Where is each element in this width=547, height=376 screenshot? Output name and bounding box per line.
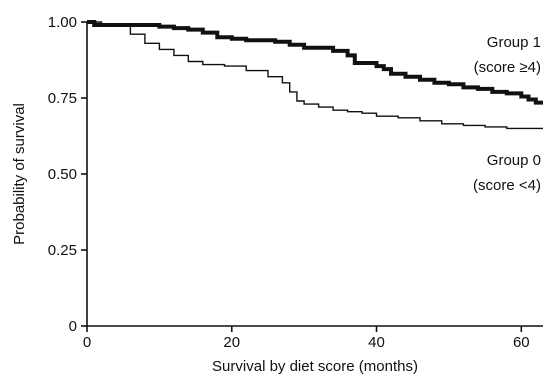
x-tick-label: 60 (513, 334, 530, 351)
label-group-0: Group 0 (score <4) (473, 152, 541, 194)
series-label-line: (score <4) (473, 177, 541, 194)
y-tick-label: 0.25 (48, 242, 77, 259)
y-tick-label: 0 (69, 318, 77, 335)
x-ticks: 0 20 40 60 (83, 326, 530, 351)
y-axis-title: Probability of survival (11, 103, 28, 245)
series-label-line: Group 0 (487, 152, 541, 169)
y-ticks: 0 0.25 0.50 0.75 1.00 (48, 14, 87, 335)
x-tick-label: 40 (368, 334, 385, 351)
x-axis-title: Survival by diet score (months) (212, 358, 418, 375)
series-label-line: Group 1 (487, 34, 541, 51)
y-tick-label: 1.00 (48, 14, 77, 31)
label-group-1: Group 1 (score ≥4) (474, 34, 541, 76)
x-tick-label: 20 (223, 334, 240, 351)
y-tick-label: 0.75 (48, 90, 77, 107)
series-label-line: (score ≥4) (474, 59, 541, 76)
x-tick-label: 0 (83, 334, 91, 351)
series-labels: Group 1 (score ≥4) Group 0 (score <4) (473, 34, 541, 194)
series-lines (87, 20, 543, 130)
y-tick-label: 0.50 (48, 166, 77, 183)
series-line-group-0 (87, 21, 543, 130)
series-line-group-1 (87, 20, 543, 105)
